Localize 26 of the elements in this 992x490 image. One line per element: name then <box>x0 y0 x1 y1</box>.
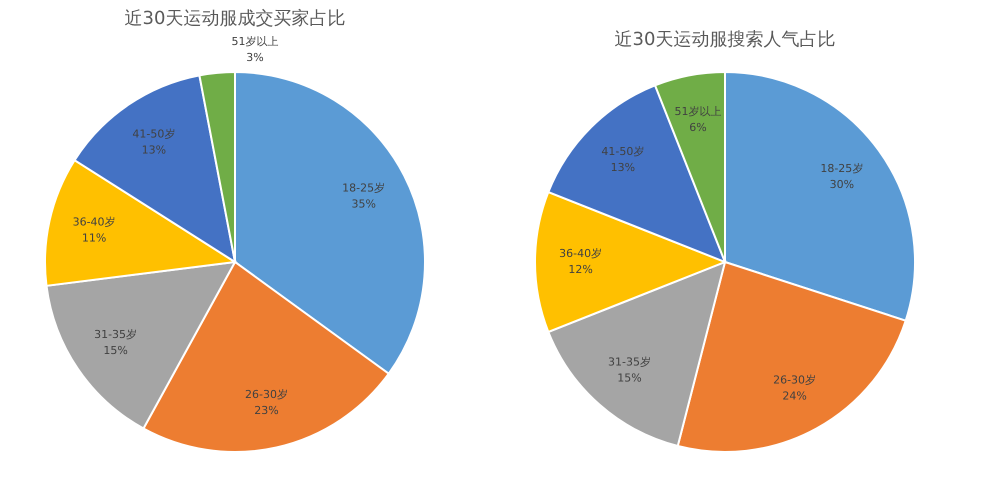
chart-title: 近30天运动服搜索人气占比 <box>614 29 836 50</box>
data-label: 12% <box>568 263 593 276</box>
slice-label: 18-25岁 <box>820 162 864 176</box>
slice-label: 26-30岁 <box>773 374 816 387</box>
data-label: 24% <box>782 390 807 403</box>
slice-label: 41-50岁 <box>601 144 644 158</box>
data-label: 13% <box>610 160 636 174</box>
data-label: 23% <box>254 404 279 417</box>
data-label: 6% <box>689 121 707 134</box>
data-label: 3% <box>246 51 264 64</box>
data-label: 13% <box>142 144 166 157</box>
slice-label: 51岁以上 <box>232 35 279 48</box>
slice-label: 41-50岁 <box>132 128 176 141</box>
data-label: 35% <box>351 197 376 210</box>
data-label: 11% <box>82 232 106 244</box>
slice-label: 31-35岁 <box>94 328 138 342</box>
slice-label: 26-30岁 <box>245 388 288 401</box>
slice-label: 36-40岁 <box>559 247 602 260</box>
data-label: 15% <box>103 344 128 358</box>
slice-label: 36-40岁 <box>72 216 116 228</box>
slice-label: 31-35岁 <box>608 355 651 368</box>
slice-label: 51岁以上 <box>674 105 722 118</box>
data-label: 15% <box>617 371 642 384</box>
slice-label: 18-25岁 <box>342 181 386 194</box>
chart-title: 近30天运动服成交买家占比 <box>124 8 346 30</box>
data-label: 30% <box>830 178 854 192</box>
